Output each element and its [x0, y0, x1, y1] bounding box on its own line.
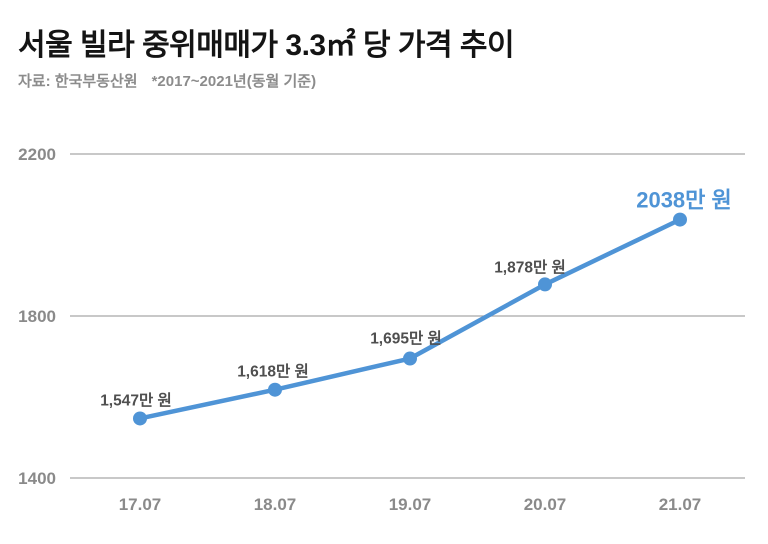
data-point [403, 351, 417, 366]
data-label: 1,618만 원 [237, 363, 309, 381]
chart-note: *2017~2021년(동월 기준) [151, 73, 317, 90]
x-tick-label: 20.07 [524, 495, 567, 514]
chart-source: 자료: 한국부동산원 [18, 73, 138, 90]
data-point [133, 411, 147, 426]
chart-title: 서울 빌라 중위매매가 3.3㎡ 당 가격 추이 [18, 29, 515, 62]
x-tick-label: 21.07 [659, 495, 702, 514]
x-tick-label: 19.07 [389, 495, 432, 514]
data-point [538, 277, 552, 292]
chart-source-note: 자료: 한국부동산원 *2017~2021년(동월 기준) [18, 70, 316, 91]
x-tick-label: 18.07 [254, 495, 297, 514]
data-label: 1,695만 원 [370, 330, 442, 348]
series-line [137, 217, 683, 421]
data-label-highlight: 2038만 원 [636, 188, 732, 213]
y-tick-label: 2200 [18, 145, 56, 164]
data-point [673, 212, 687, 227]
data-label: 1,878만 원 [494, 258, 566, 276]
y-tick-label: 1800 [18, 307, 56, 326]
data-label: 1,547만 원 [100, 391, 172, 409]
data-point [268, 382, 282, 397]
x-tick-label: 17.07 [119, 495, 162, 514]
y-tick-label: 1400 [18, 469, 56, 488]
